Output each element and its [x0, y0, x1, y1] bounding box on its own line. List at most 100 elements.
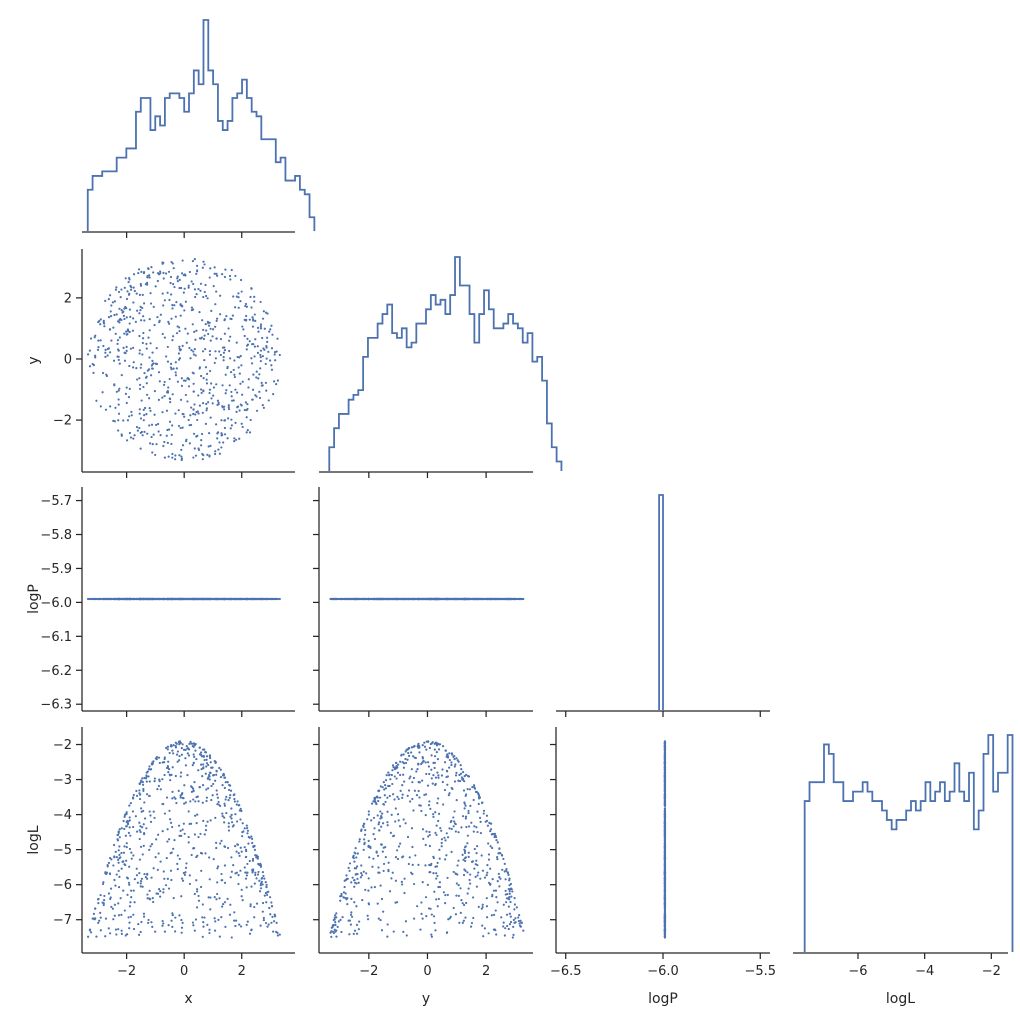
- scatter-point: [202, 260, 205, 263]
- scatter-point: [99, 318, 102, 321]
- scatter-point: [241, 380, 244, 383]
- scatter-point: [223, 405, 226, 408]
- scatter-point: [223, 776, 227, 779]
- scatter-point: [197, 800, 200, 803]
- scatter-point: [389, 831, 392, 834]
- scatter-point: [147, 336, 150, 339]
- scatter-point: [212, 386, 216, 389]
- scatter-point: [452, 825, 455, 828]
- scatter-point: [209, 756, 212, 760]
- scatter-point: [223, 433, 227, 436]
- scatter-point: [152, 362, 155, 365]
- scatter-point: [228, 349, 231, 353]
- scatter-point: [253, 345, 257, 348]
- scatter-point: [208, 778, 211, 781]
- scatter-point: [253, 916, 256, 919]
- scatter-point: [260, 597, 263, 601]
- scatter-point: [461, 921, 464, 924]
- scatter-point: [405, 748, 408, 751]
- scatter-point: [233, 919, 236, 922]
- scatter-point: [200, 432, 204, 436]
- scatter-point: [336, 925, 339, 928]
- scatter-point: [141, 337, 145, 340]
- scatter-point: [201, 748, 205, 751]
- scatter-point: [123, 286, 126, 289]
- scatter-point: [385, 773, 388, 777]
- scatter-point: [249, 295, 252, 299]
- scatter-point: [343, 885, 346, 889]
- scatter-point: [462, 789, 466, 792]
- scatter-point: [378, 871, 381, 874]
- scatter-point: [663, 829, 667, 832]
- scatter-point: [479, 877, 482, 880]
- scatter-point: [419, 928, 422, 931]
- scatter-point: [434, 831, 437, 834]
- scatter-point: [169, 774, 172, 777]
- scatter-point: [192, 456, 195, 459]
- scatter-point: [102, 321, 105, 324]
- scatter-point: [386, 824, 389, 827]
- scatter-point: [102, 597, 105, 601]
- scatter-point: [216, 802, 219, 806]
- scatter-point: [193, 892, 196, 896]
- scatter-point: [196, 269, 199, 272]
- scatter-point: [397, 819, 400, 822]
- scatter-point: [377, 917, 380, 920]
- scatter-point: [458, 773, 461, 777]
- scatter-point: [220, 916, 223, 919]
- scatter-point: [181, 305, 184, 308]
- scatter-point: [161, 924, 164, 927]
- scatter-point: [251, 388, 255, 391]
- scatter-point: [166, 840, 169, 843]
- scatter-point: [213, 896, 216, 899]
- scatter-point: [245, 416, 248, 419]
- scatter-point: [110, 905, 113, 908]
- scatter-point: [179, 597, 183, 601]
- scatter-point: [489, 882, 492, 886]
- scatter-point: [143, 414, 146, 417]
- scatter-point: [496, 597, 499, 601]
- scatter-point: [346, 877, 349, 880]
- scatter-point: [233, 800, 236, 803]
- scatter-point: [161, 396, 164, 399]
- scatter-point: [663, 858, 667, 861]
- scatter-point: [240, 422, 243, 425]
- scatter-point: [487, 858, 491, 861]
- scatter-point: [366, 914, 369, 917]
- scatter-point: [501, 868, 504, 871]
- scatter-point: [382, 862, 386, 866]
- scatter-point: [118, 853, 121, 856]
- scatter-point: [193, 755, 196, 759]
- scatter-point: [208, 353, 212, 356]
- scatter-point: [362, 825, 365, 829]
- scatter-point: [448, 758, 451, 762]
- histogram-logP: [658, 494, 664, 710]
- scatter-point: [437, 797, 440, 800]
- scatter-point: [207, 332, 210, 336]
- scatter-point: [214, 816, 217, 819]
- scatter-point: [171, 424, 174, 427]
- scatter-point: [180, 384, 184, 387]
- scatter-point: [154, 856, 157, 859]
- scatter-point: [203, 359, 206, 362]
- scatter-point: [246, 407, 249, 411]
- scatter-point: [164, 272, 168, 275]
- scatter-point: [136, 429, 139, 432]
- scatter-point: [138, 334, 141, 338]
- scatter-point: [229, 427, 232, 430]
- scatter-point: [663, 887, 667, 890]
- scatter-point: [241, 822, 244, 825]
- scatter-point: [197, 894, 200, 898]
- scatter-point: [217, 800, 220, 804]
- x-tick-label: 0: [180, 964, 188, 979]
- scatter-point: [246, 343, 250, 346]
- scatter-point: [209, 416, 212, 419]
- scatter-point: [238, 854, 241, 857]
- scatter-point: [104, 348, 107, 351]
- scatter-point: [152, 810, 155, 813]
- x-axis-label-x: x: [184, 991, 192, 1007]
- scatter-point: [519, 919, 522, 922]
- scatter-point: [223, 318, 226, 321]
- scatter-point: [491, 893, 494, 896]
- scatter-point: [429, 807, 432, 810]
